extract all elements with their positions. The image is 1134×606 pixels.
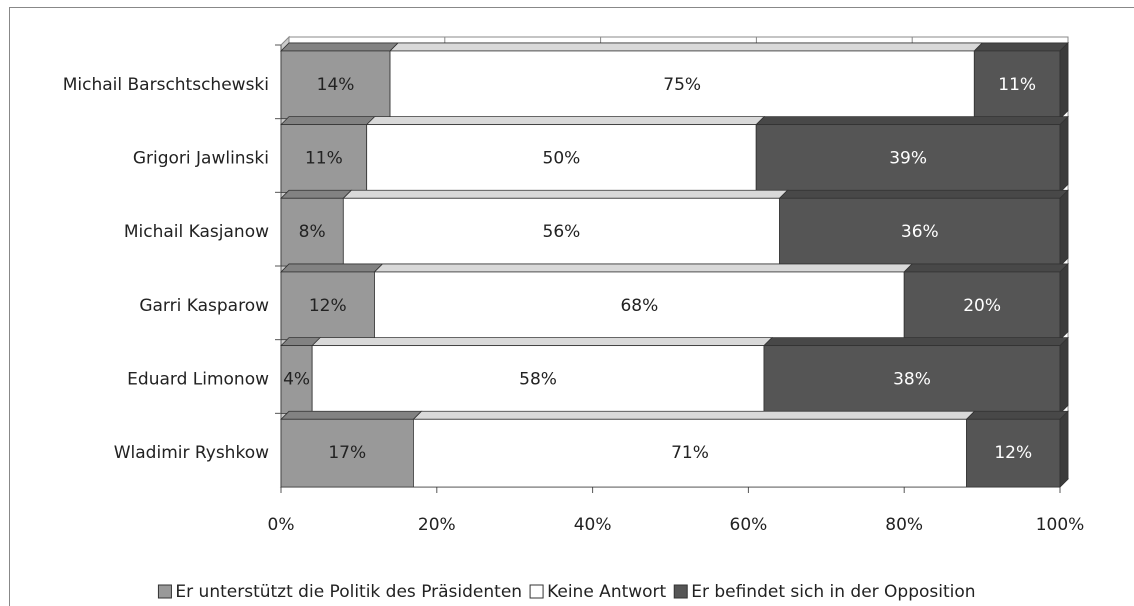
bar-top <box>280 410 423 420</box>
legend-label: Er unterstützt die Politik des Präsident… <box>175 582 522 602</box>
bar-top <box>763 337 1069 347</box>
x-tick-label: 60% <box>730 515 768 535</box>
data-label: 4% <box>283 370 310 390</box>
y-tick-label: Eduard Limonow <box>127 370 269 390</box>
bar-top <box>280 189 353 199</box>
x-tick-label: 0% <box>268 515 295 535</box>
bar <box>311 345 765 414</box>
bar <box>280 124 368 193</box>
bar-top <box>778 189 1069 199</box>
data-label: 20% <box>963 296 1001 316</box>
bar-side <box>1059 410 1069 489</box>
data-label: 11% <box>998 75 1036 95</box>
data-label: 8% <box>299 222 326 242</box>
legend-swatch <box>157 584 172 599</box>
bar <box>763 345 1061 414</box>
data-label: 36% <box>901 222 939 242</box>
bar-side <box>1059 189 1069 268</box>
bar-side <box>1059 262 1069 341</box>
bar-top <box>365 116 766 126</box>
bar <box>779 197 1061 267</box>
legend-label: Keine Antwort <box>547 582 666 602</box>
bar-top <box>373 263 914 273</box>
data-label: 12% <box>994 443 1032 463</box>
y-tick-label: Grigori Jawlinski <box>133 149 269 169</box>
y-tick-label: Garri Kasparow <box>139 296 269 316</box>
bar-top <box>311 337 773 347</box>
data-label: 56% <box>543 222 581 242</box>
data-label: 68% <box>620 296 658 316</box>
bar-top <box>965 410 1069 420</box>
data-label: 38% <box>893 370 931 390</box>
bar-top <box>342 189 789 199</box>
x-tick-label: 100% <box>1036 515 1085 535</box>
bar-top <box>280 263 384 273</box>
bar-side <box>1059 115 1069 194</box>
bar-top <box>389 42 984 52</box>
bar <box>280 418 414 488</box>
bar-top <box>755 116 1069 126</box>
data-label: 11% <box>305 149 343 169</box>
x-tick-label: 40% <box>574 515 612 535</box>
data-label: 17% <box>328 443 366 463</box>
x-tick-label: 80% <box>885 515 923 535</box>
bar <box>966 418 1061 488</box>
data-label: 58% <box>519 370 557 390</box>
data-label: 75% <box>663 75 701 95</box>
bar <box>903 271 1061 341</box>
data-label: 12% <box>309 296 347 316</box>
bar <box>280 197 344 267</box>
bar-top <box>973 42 1069 52</box>
bar <box>280 50 391 120</box>
bar <box>413 418 967 488</box>
bar-top <box>412 410 976 420</box>
bar-side <box>1059 41 1069 120</box>
legend-swatch <box>673 584 688 599</box>
bar-top <box>280 42 400 52</box>
data-label: 14% <box>317 75 355 95</box>
data-label: 71% <box>671 443 709 463</box>
legend-label: Er befindet sich in der Opposition <box>691 582 975 602</box>
y-tick-label: Michail Barschtschewski <box>63 75 269 95</box>
bar-side <box>1059 336 1069 415</box>
y-tick-label: Wladimir Ryshkow <box>114 443 269 463</box>
bar <box>366 124 757 193</box>
data-label: 50% <box>543 149 581 169</box>
bar <box>280 271 375 341</box>
x-tick-label: 20% <box>418 515 456 535</box>
chart-border <box>9 7 1134 606</box>
bar-top <box>903 263 1069 273</box>
legend-swatch <box>529 584 544 599</box>
bar-top <box>280 116 376 126</box>
bar <box>280 345 313 414</box>
y-tick-label: Michail Kasjanow <box>124 222 269 242</box>
bar <box>374 271 905 341</box>
data-label: 39% <box>889 149 927 169</box>
bar <box>389 50 975 120</box>
